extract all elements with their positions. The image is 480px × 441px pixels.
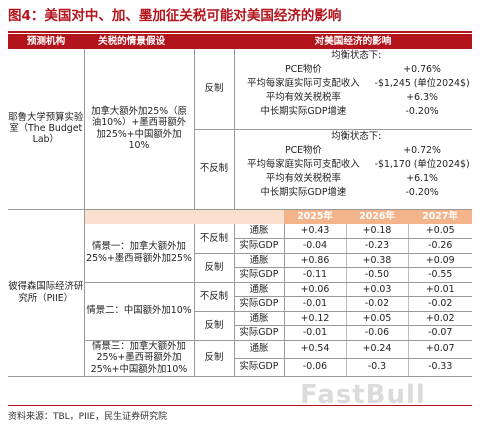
yale-label: PCE物价 (284, 144, 322, 156)
indicator-label: 实际GDP (233, 267, 285, 283)
value-cell: -0.3 (345, 358, 408, 377)
value-cell: -0.06 (345, 325, 408, 341)
yale-value: +0.76% (403, 64, 441, 75)
table-row: 反制 通胀 +0.12 +0.05 +0.02 (8, 311, 472, 341)
yale-value: -0.20% (405, 106, 439, 117)
value-cell: +0.05 (407, 224, 472, 239)
header-institution: 预测机构 (8, 34, 84, 49)
impact-table: 预测机构 关税的情景假设 对美国经济的影响 耶鲁大学预算实验室（The Budg… (8, 34, 472, 377)
institution-yale: 耶鲁大学预算实验室（The Budget Lab） (8, 49, 85, 210)
yale-reaction-no-retaliate: 不反制 (193, 129, 235, 210)
year-label: 2025年 (284, 209, 346, 224)
indicator-label: 通胀 (233, 253, 285, 268)
indicator-label: 通胀 (233, 282, 285, 297)
value-cell: -0.07 (407, 325, 472, 341)
value-cell: +0.05 (345, 311, 408, 326)
institution-piie: 彼得森国际经济研究所（PIIE） (8, 209, 85, 377)
value-cell: +0.09 (407, 253, 472, 268)
yale-subtitle: 均衡状态下: (331, 130, 382, 142)
value-cell: -0.02 (345, 296, 408, 312)
value-cell: -0.26 (407, 238, 472, 254)
figure-title: 图4：美国对中、加、墨加征关税可能对美国经济的影响 (8, 8, 342, 24)
value-cell: -0.01 (284, 296, 346, 312)
value-cell: -0.11 (284, 267, 346, 283)
reaction-label: 不反制 (193, 282, 234, 312)
yale-row-retaliate: 耶鲁大学预算实验室（The Budget Lab） 加拿大额外加25%（原油10… (8, 49, 472, 210)
table-header: 预测机构 关税的情景假设 对美国经济的影响 (8, 34, 472, 49)
reaction-label: 反制 (193, 253, 234, 283)
indicator-label: 通胀 (233, 340, 285, 359)
yale-value: -0.20% (405, 186, 439, 198)
value-cell: +0.06 (284, 282, 346, 297)
header-impact: 对美国经济的影响 (234, 34, 472, 49)
scenario-name: 情景二：中国额外加10% (84, 282, 194, 341)
indicator-label: 实际GDP (233, 325, 285, 341)
title-rule (8, 31, 472, 33)
value-cell: +0.01 (407, 282, 472, 297)
value-cell: -0.33 (407, 358, 472, 377)
scenario-name: 情景三：加拿大额外加25%+墨西哥额外加25%+中国额外加10% (84, 340, 194, 377)
table-row: 实际GDP -0.01 -0.06 -0.07 (8, 325, 472, 341)
table-row: 情景二：中国额外加10% 不反制 通胀 +0.06 +0.03 +0.01 (8, 282, 472, 341)
year-label: 2027年 (408, 209, 472, 224)
indicator-label: 通胀 (233, 311, 285, 326)
value-cell: -0.02 (407, 296, 472, 312)
table-row: 反制 通胀 +0.86 +0.38 +0.09 (8, 253, 472, 283)
value-cell: +0.86 (284, 253, 346, 268)
source-rule (8, 405, 472, 406)
value-cell: +0.54 (284, 340, 346, 359)
indicator-label: 实际GDP (233, 358, 285, 377)
indicator-label: 通胀 (233, 224, 285, 239)
yale-label: PCE物价 (284, 64, 322, 75)
yale-block-no-retaliate: 均衡状态下: PCE物价 +0.72% 平均每家庭实际可支配收入 -$1,170 (… (234, 129, 472, 210)
yale-label: 中长期实际GDP增速 (260, 186, 347, 198)
piie-year-header: 彼得森国际经济研究所（PIIE） 2025年 2026年 2027年 (8, 209, 472, 377)
yale-value: +6.1% (406, 172, 438, 184)
value-cell: -0.04 (284, 238, 346, 254)
value-cell: -0.50 (345, 267, 408, 283)
value-cell: +0.18 (345, 224, 408, 239)
value-cell: +0.07 (407, 340, 472, 359)
value-cell: +0.02 (407, 311, 472, 326)
yale-scenario: 加拿大额外加25%（原油10%）+墨西哥额外加25%+中国额外加10% (84, 49, 194, 210)
year-label: 2026年 (346, 209, 408, 224)
value-cell: +0.38 (345, 253, 408, 268)
yale-block-retaliate: 均衡状态下: PCE物价 +0.76% 平均每家庭实际可支配收入 -$1,245 (… (234, 49, 472, 130)
value-cell: -0.06 (284, 358, 346, 377)
table-row: 实际GDP -0.01 -0.02 -0.02 (8, 296, 472, 312)
yale-reaction-retaliate: 反制 (193, 49, 235, 130)
indicator-label: 实际GDP (233, 296, 285, 312)
value-cell: -0.23 (345, 238, 408, 254)
year-header-blank (84, 209, 284, 224)
table-row: 情景三：加拿大额外加25%+墨西哥额外加25%+中国额外加10% 反制 通胀 +… (8, 340, 472, 377)
yale-label: 平均有效关税税率 (265, 92, 341, 103)
table-row: 实际GDP -0.11 -0.50 -0.55 (8, 267, 472, 283)
indicator-label: 实际GDP (233, 238, 285, 254)
table-row: 实际GDP -0.06 -0.3 -0.33 (8, 358, 472, 377)
yale-value: +0.72% (403, 144, 441, 156)
yale-label: 中长期实际GDP增速 (260, 106, 347, 117)
reaction-label: 反制 (193, 340, 234, 377)
value-cell: +0.03 (345, 282, 408, 297)
yale-subtitle: 均衡状态下: (331, 50, 382, 61)
value-cell: +0.24 (345, 340, 408, 359)
table-row: 情景一：加拿大额外加25%+墨西哥额外加25% 不反制 通胀 +0.43 +0.… (8, 224, 472, 283)
source-note: 资料来源：TBL，PIIE，民生证券研究院 (8, 412, 168, 422)
value-cell: -0.55 (407, 267, 472, 283)
reaction-label: 不反制 (193, 224, 234, 254)
value-cell: -0.01 (284, 325, 346, 341)
header-scenario: 关税的情景假设 (84, 34, 234, 49)
value-cell: +0.43 (284, 224, 346, 239)
value-cell: +0.12 (284, 311, 346, 326)
yale-value: -$1,245 (单位2024$) (374, 78, 470, 89)
table-row: 实际GDP -0.04 -0.23 -0.26 (8, 238, 472, 254)
scenario-name: 情景一：加拿大额外加25%+墨西哥额外加25% (84, 224, 194, 283)
yale-label: 平均每家庭实际可支配收入 (247, 158, 360, 170)
yale-row-no-retaliate: 不反制 均衡状态下: PCE物价 +0.72% 平均每家庭实际可支配收入 -$1,1… (8, 129, 472, 210)
yale-value: +6.3% (406, 92, 438, 103)
yale-label: 平均每家庭实际可支配收入 (247, 78, 360, 89)
yale-value: -$1,170 (单位2024$) (374, 158, 470, 170)
reaction-label: 反制 (193, 311, 234, 341)
yale-label: 平均有效关税税率 (265, 172, 341, 184)
